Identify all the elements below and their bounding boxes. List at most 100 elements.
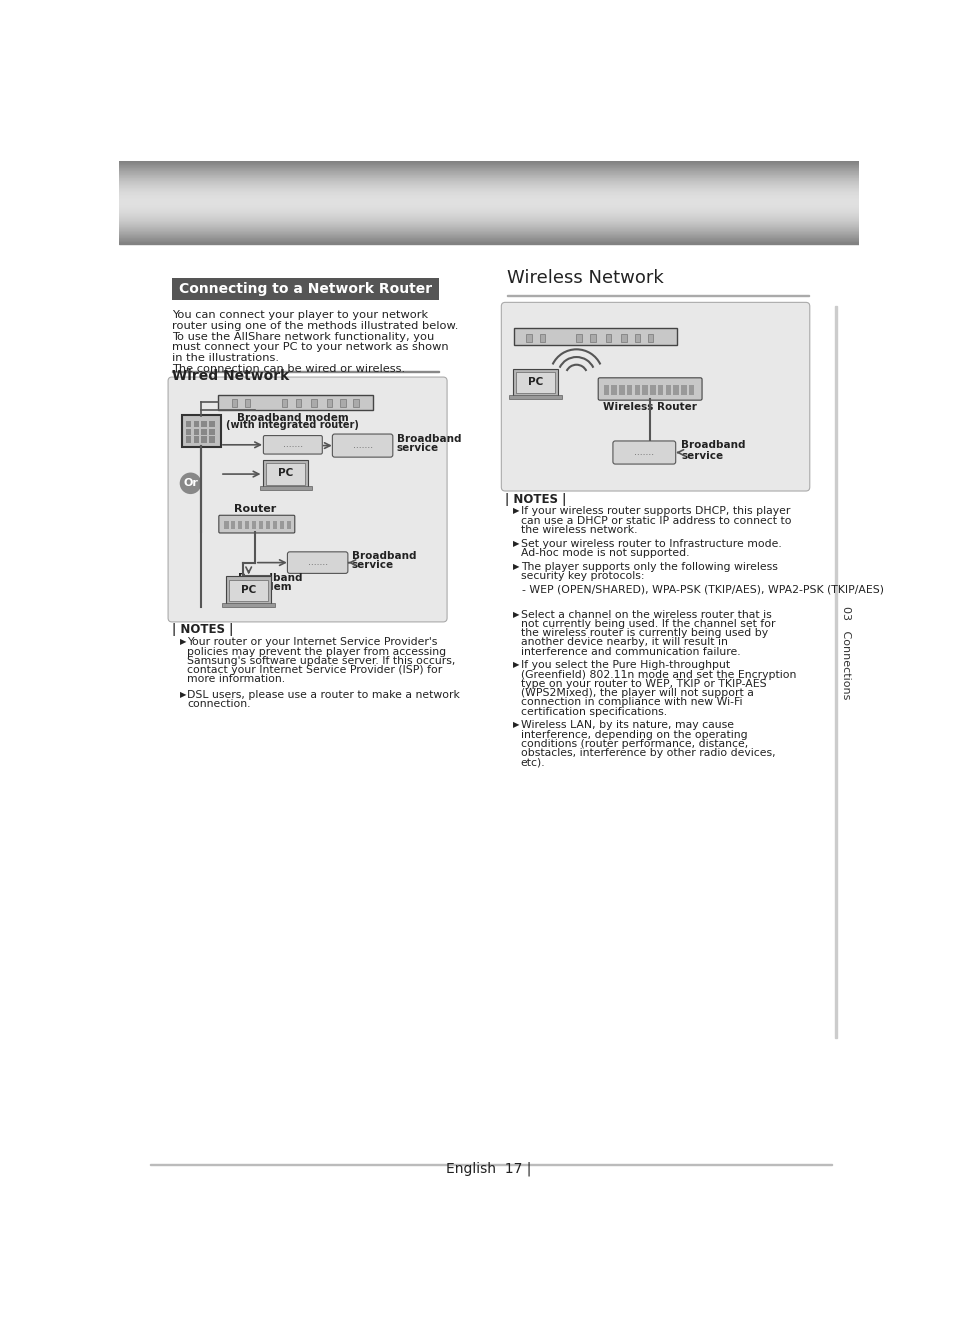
Bar [193, 437, 199, 442]
Text: Or: Or [183, 478, 198, 489]
Text: service: service [396, 443, 438, 453]
Bar [193, 428, 199, 435]
FancyBboxPatch shape [172, 279, 439, 300]
Bar [605, 333, 611, 341]
Bar [252, 521, 256, 529]
Text: Broadband: Broadband [352, 550, 416, 561]
Bar [186, 428, 192, 435]
Text: (WPS2Mixed), the player will not support a: (WPS2Mixed), the player will not support… [520, 688, 753, 698]
Bar [835, 307, 836, 1038]
Text: Broadband: Broadband [238, 573, 302, 584]
Bar [516, 372, 555, 394]
Bar [266, 463, 305, 485]
Bar [649, 384, 655, 395]
Text: obstacles, interference by other radio devices,: obstacles, interference by other radio d… [520, 749, 775, 758]
FancyBboxPatch shape [218, 516, 294, 533]
Text: must connect your PC to your network as shown: must connect your PC to your network as … [172, 343, 448, 352]
Bar [576, 333, 581, 341]
FancyBboxPatch shape [168, 378, 447, 621]
Bar [237, 521, 242, 529]
Text: Your router or your Internet Service Provider's: Your router or your Internet Service Pro… [187, 637, 437, 647]
Text: | NOTES |: | NOTES | [505, 493, 566, 506]
Bar [258, 521, 263, 529]
Text: Broadband: Broadband [396, 434, 460, 443]
Bar [514, 328, 677, 344]
FancyBboxPatch shape [182, 415, 220, 447]
Bar [673, 384, 679, 395]
Text: Wireless LAN, by its nature, may cause: Wireless LAN, by its nature, may cause [520, 720, 733, 731]
Text: (with integrated router): (with integrated router) [226, 420, 359, 430]
Text: - WEP (OPEN/SHARED), WPA-PSK (TKIP/AES), WPA2-PSK (TKIP/AES): - WEP (OPEN/SHARED), WPA-PSK (TKIP/AES),… [521, 585, 883, 595]
Bar [209, 420, 214, 427]
Text: the wireless network.: the wireless network. [520, 525, 637, 534]
Text: ▶: ▶ [513, 562, 518, 570]
Bar [626, 384, 632, 395]
Text: Ad-hoc mode is not supported.: Ad-hoc mode is not supported. [520, 548, 688, 558]
Text: ▶: ▶ [513, 609, 518, 619]
Circle shape [179, 473, 201, 494]
Text: English  17 |: English 17 | [446, 1162, 531, 1176]
Bar [618, 384, 624, 395]
Text: The player supports only the following wireless: The player supports only the following w… [520, 562, 777, 572]
Text: in the illustrations.: in the illustrations. [172, 353, 278, 363]
Bar [186, 420, 192, 427]
Text: another device nearby, it will result in: another device nearby, it will result in [520, 637, 727, 647]
Bar [353, 399, 358, 407]
Text: router using one of the methods illustrated below.: router using one of the methods illustra… [172, 321, 457, 331]
Text: Broadband: Broadband [680, 439, 745, 450]
Text: more information.: more information. [187, 675, 285, 684]
Bar [647, 333, 653, 341]
Text: If your wireless router supports DHCP, this player: If your wireless router supports DHCP, t… [520, 506, 789, 517]
Bar [539, 333, 545, 341]
Text: can use a DHCP or static IP address to connect to: can use a DHCP or static IP address to c… [520, 516, 790, 526]
Bar [245, 521, 249, 529]
Text: modem: modem [249, 582, 292, 592]
Bar [525, 333, 531, 341]
Bar [209, 437, 214, 442]
Text: Samsung's software update server. If this occurs,: Samsung's software update server. If thi… [187, 656, 456, 665]
Text: the wireless router is currently being used by: the wireless router is currently being u… [520, 628, 767, 639]
Text: DSL users, please use a router to make a network: DSL users, please use a router to make a… [187, 690, 460, 700]
Text: etc).: etc). [520, 758, 545, 767]
Text: policies may prevent the player from accessing: policies may prevent the player from acc… [187, 647, 446, 656]
Text: Wireless Network: Wireless Network [506, 269, 662, 287]
Bar [259, 486, 312, 490]
Text: | NOTES |: | NOTES | [172, 624, 233, 636]
Bar [311, 399, 316, 407]
Text: ▶: ▶ [513, 660, 518, 670]
Text: If you select the Pure High-throughput: If you select the Pure High-throughput [520, 660, 729, 671]
Bar [282, 399, 287, 407]
Bar [590, 333, 596, 341]
Bar [229, 580, 268, 601]
Text: security key protocols:: security key protocols: [520, 572, 643, 581]
Bar [263, 461, 308, 487]
Text: .......: ....... [634, 449, 654, 457]
Text: PC: PC [278, 469, 294, 478]
Text: PC: PC [527, 376, 542, 387]
Bar [658, 384, 662, 395]
Text: Set your wireless router to Infrastructure mode.: Set your wireless router to Infrastructu… [520, 538, 781, 549]
Bar [222, 603, 274, 607]
Bar [340, 399, 345, 407]
Bar [634, 384, 639, 395]
FancyBboxPatch shape [612, 441, 675, 465]
Bar [224, 521, 229, 529]
Bar [665, 384, 670, 395]
Bar [245, 399, 250, 407]
Bar [634, 333, 639, 341]
Bar [513, 368, 558, 396]
Bar [201, 420, 207, 427]
Text: (Greenfield) 802.11n mode and set the Encryption: (Greenfield) 802.11n mode and set the En… [520, 670, 795, 680]
Text: ▶: ▶ [513, 506, 518, 516]
Text: Wireless Router: Wireless Router [602, 402, 697, 411]
Text: connection in compliance with new Wi-Fi: connection in compliance with new Wi-Fi [520, 698, 741, 707]
FancyBboxPatch shape [287, 552, 348, 573]
FancyBboxPatch shape [263, 435, 322, 454]
Bar [620, 333, 626, 341]
Bar [603, 384, 608, 395]
Text: ▶: ▶ [179, 637, 186, 647]
Bar [327, 399, 332, 407]
Text: .......: ....... [282, 441, 303, 450]
Text: interference and communication failure.: interference and communication failure. [520, 647, 740, 656]
FancyBboxPatch shape [598, 378, 701, 400]
